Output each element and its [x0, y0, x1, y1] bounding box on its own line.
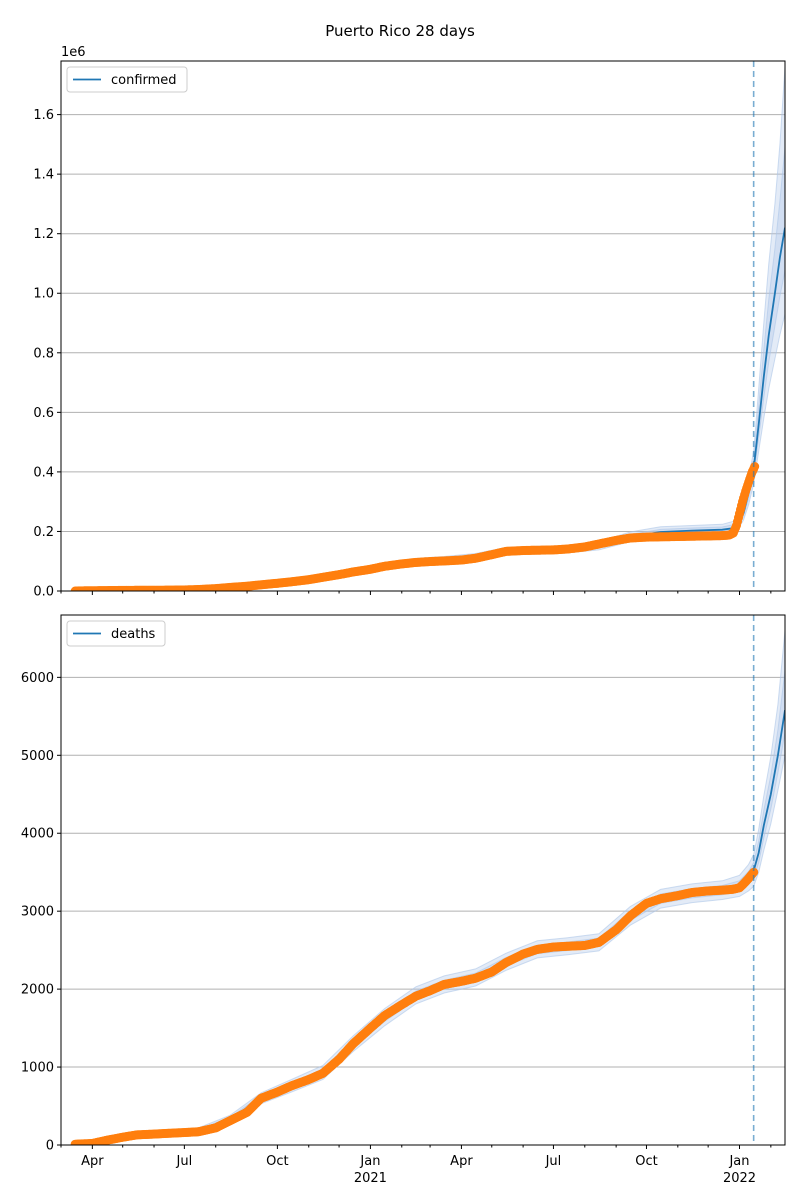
plot-area [70, 66, 785, 591]
axes-frame [60, 60, 786, 592]
y-tick-label: 0.8 [33, 346, 54, 361]
legend-label: confirmed [111, 73, 177, 88]
model-line [75, 709, 785, 1145]
x-tick-label: Oct [635, 1154, 657, 1169]
y-tick-label: 1000 [21, 1061, 54, 1076]
y-tick-label: 2000 [21, 983, 54, 998]
y-tick-label: 0 [46, 1139, 54, 1154]
x-tick-label: Jul [545, 1154, 562, 1169]
uncertainty-band-outer [74, 630, 785, 1145]
axes-frame [60, 614, 786, 1146]
confirmed-panel: 0.0 0.2 0.4 0.6 0.8 1.0 1.2 1.4 1.6 1e6 confirmed [33, 45, 786, 600]
x-tick-label: Jan [359, 1154, 380, 1169]
y-tick-label: 0.4 [33, 465, 54, 480]
legend: confirmed [66, 66, 188, 93]
legend-box [66, 620, 166, 647]
plot-area [70, 630, 785, 1145]
observed-point [749, 867, 759, 877]
y-tick-label: 1.0 [33, 287, 54, 302]
uncertainty-band-inner [75, 147, 785, 591]
uncertainty-band-outer [75, 66, 785, 591]
observed-point [750, 462, 760, 471]
legend-box [66, 66, 188, 93]
x-tick-year-label: 2021 [354, 1171, 387, 1186]
y-tick-label: 6000 [21, 671, 54, 686]
x-tick-label: Jul [176, 1154, 193, 1169]
y-tick-label: 1.6 [33, 108, 54, 123]
y-tick-label: 1.2 [33, 227, 54, 242]
y-tick-label: 3000 [21, 905, 54, 920]
y-tick-label: 0.0 [33, 585, 54, 600]
y-tick-label: 0.2 [33, 525, 54, 540]
y-offset-label: 1e6 [61, 45, 86, 60]
x-tick-label: Oct [266, 1154, 288, 1169]
y-tick-label: 5000 [21, 749, 54, 764]
x-tick-label: Apr [81, 1154, 104, 1169]
uncertainty-band-inner [74, 670, 785, 1145]
legend-label: deaths [111, 627, 156, 642]
legend: deaths [66, 620, 166, 647]
y-tick-label: 1.4 [33, 168, 54, 183]
x-tick-year-label: 2022 [723, 1171, 756, 1186]
figure-title: Puerto Rico 28 days [325, 22, 475, 40]
deaths-panel: 0 1000 2000 3000 4000 5000 6000 Apr Jul Oct Jan 202… [21, 614, 786, 1186]
y-tick-label: 4000 [21, 827, 54, 842]
x-tick-label: Apr [450, 1154, 473, 1169]
y-tick-label: 0.6 [33, 406, 54, 421]
x-tick-label: Jan [728, 1154, 749, 1169]
